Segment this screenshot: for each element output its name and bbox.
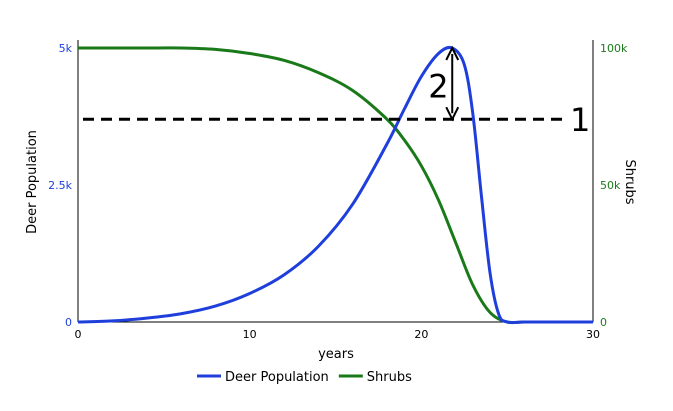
y-axis-label-right: Shrubs (622, 159, 637, 204)
legend-label-shrubs: Shrubs (367, 370, 412, 385)
x-axis-label: years (318, 347, 354, 362)
legend-label-deer-population: Deer Population (225, 370, 329, 385)
y-right-axis: 0 50k 100k (600, 42, 628, 329)
y-left-tick-label: 0 (65, 316, 72, 329)
y-right-tick-label: 50k (600, 179, 621, 192)
x-tick-label: 0 (75, 328, 82, 341)
y-left-axis: 0 2.5k 5k (48, 42, 72, 329)
annotation-layer: 12 (83, 45, 590, 139)
series-layer (77, 45, 593, 325)
legend: Deer Population Shrubs (197, 370, 412, 385)
y-left-tick-label: 5k (59, 42, 73, 55)
x-axis: 0 10 20 30 (75, 328, 601, 341)
x-tick-label: 20 (414, 328, 428, 341)
annotation-arrow-head-up (445, 45, 460, 61)
y-left-tick-label: 2.5k (48, 179, 72, 192)
x-tick-label: 30 (586, 328, 600, 341)
y-axis-label-left: Deer Population (25, 130, 40, 234)
y-right-tick-label: 0 (600, 316, 607, 329)
series-line-deer-population (77, 45, 593, 325)
annotation-label-2: 2 (428, 68, 448, 106)
series-line-shrubs (77, 46, 593, 325)
y-right-tick-label: 100k (600, 42, 628, 55)
annotation-label-1: 1 (570, 101, 590, 139)
x-tick-label: 10 (243, 328, 257, 341)
annotation-arrow-head-down (445, 106, 460, 122)
